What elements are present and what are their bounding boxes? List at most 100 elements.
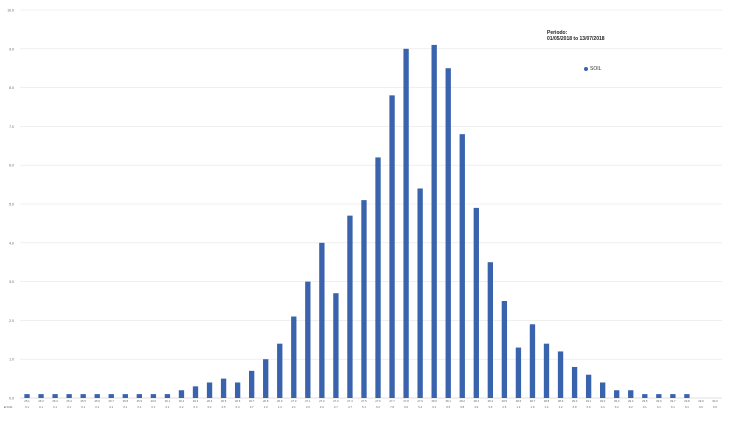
- x-tick-label: 27.7: [389, 399, 395, 403]
- x-tick-label: 28.6: [516, 399, 522, 403]
- data-label: 0.6: [587, 405, 591, 409]
- data-label: 0.8: [573, 405, 577, 409]
- x-tick-label: 25.2: [38, 399, 44, 403]
- x-tick-label: 28.1: [445, 399, 451, 403]
- x-tick-label: 29.1: [586, 399, 592, 403]
- x-tick-label: 25.4: [66, 399, 72, 403]
- bar: [248, 370, 255, 398]
- bar: [557, 351, 564, 398]
- data-label: 1.9: [531, 405, 535, 409]
- data-label: 6.2: [376, 405, 380, 409]
- data-label: 0.2: [615, 405, 619, 409]
- x-tick-label: 26.5: [221, 399, 227, 403]
- data-label: 1.2: [559, 405, 563, 409]
- y-tick-label: 2.0: [9, 319, 14, 323]
- bar: [192, 386, 199, 398]
- data-label: 8.5: [446, 405, 450, 409]
- x-tick-label: 27.5: [361, 399, 367, 403]
- data-label: 0.1: [81, 405, 85, 409]
- data-label: 5.4: [418, 405, 422, 409]
- bar: [684, 394, 690, 398]
- x-tick-label: 27.4: [347, 399, 353, 403]
- y-tick-label: 10.0: [7, 9, 14, 13]
- bar: [305, 281, 311, 398]
- data-label: 0.3: [194, 405, 198, 409]
- x-tick-label: 26.8: [263, 399, 269, 403]
- bar: [52, 394, 58, 398]
- data-label: 0.1: [53, 405, 57, 409]
- x-tick-label: 29.4: [628, 399, 634, 403]
- x-tick-label: 27.0: [291, 399, 297, 403]
- x-tick-label: 26.0: [151, 399, 157, 403]
- bar: [459, 134, 465, 398]
- bar: [614, 390, 620, 398]
- legend-label: SOIL: [590, 66, 602, 72]
- y-tick-label: 6.0: [9, 164, 14, 168]
- data-label: 1.4: [278, 405, 282, 409]
- bar: [66, 394, 72, 398]
- bar: [585, 374, 592, 398]
- bar: [263, 359, 269, 398]
- data-label: 0.1: [671, 405, 675, 409]
- y-tick-label: 9.0: [9, 47, 14, 51]
- bar: [417, 188, 423, 398]
- bar: [543, 343, 550, 398]
- y-tick-label: 4.0: [9, 241, 14, 245]
- y-tick-label: 1.0: [9, 358, 14, 362]
- x-tick-label: 29.8: [684, 399, 690, 403]
- data-label: 3.0: [306, 405, 310, 409]
- bar: [473, 207, 479, 398]
- x-tick-label: 28.4: [488, 399, 494, 403]
- x-tick-label: 27.1: [305, 399, 311, 403]
- data-label: 4.9: [474, 405, 478, 409]
- x-tick-label: 26.7: [249, 399, 255, 403]
- x-tick-label: 27.8: [403, 399, 409, 403]
- data-label: 5.1: [362, 405, 366, 409]
- data-label: 0.4: [208, 405, 212, 409]
- x-tick-label: 25.5: [80, 399, 86, 403]
- bar: [94, 394, 100, 398]
- data-label: 0.1: [109, 405, 113, 409]
- bar: [108, 394, 114, 398]
- x-tick-label: 26.9: [277, 399, 283, 403]
- data-label: 1.0: [264, 405, 268, 409]
- data-label: 0.7: [250, 405, 254, 409]
- bar: [80, 394, 86, 398]
- x-tick-label: 29.0: [572, 399, 578, 403]
- bar: [178, 390, 185, 398]
- y-tick-label: 3.0: [9, 280, 14, 284]
- data-label: 9.0: [404, 405, 408, 409]
- data-label: 0.1: [25, 405, 29, 409]
- x-tick-label: 25.3: [52, 399, 58, 403]
- bar: [24, 394, 30, 398]
- data-label: 0.2: [180, 405, 184, 409]
- x-tick-label: 27.3: [333, 399, 339, 403]
- bar: [515, 347, 522, 398]
- bar: [529, 324, 536, 398]
- bar: [670, 394, 676, 398]
- x-tick-label: 25.7: [109, 399, 115, 403]
- x-tick-label: 28.9: [558, 399, 564, 403]
- bar: [277, 343, 283, 398]
- bar: [122, 394, 128, 398]
- data-label: 2.7: [334, 405, 338, 409]
- data-label: 0.5: [222, 405, 226, 409]
- data-label: 0.4: [601, 405, 605, 409]
- bar: [206, 382, 213, 398]
- bar: [642, 394, 648, 398]
- bar: [291, 316, 297, 398]
- x-tick-label: 29.2: [600, 399, 606, 403]
- y-tick-label: 8.0: [9, 86, 14, 90]
- data-label: 0.1: [137, 405, 141, 409]
- legend: SOIL: [584, 66, 601, 72]
- data-label: 6.8: [460, 405, 464, 409]
- data-label: 0.4: [236, 405, 240, 409]
- x-tick-label: 28.7: [530, 399, 536, 403]
- data-label: 0.1: [643, 405, 647, 409]
- data-label: 0.1: [39, 405, 43, 409]
- data-label: 0.1: [685, 405, 689, 409]
- legend-swatch: [584, 67, 588, 71]
- bar: [136, 394, 143, 398]
- bar: [150, 394, 157, 398]
